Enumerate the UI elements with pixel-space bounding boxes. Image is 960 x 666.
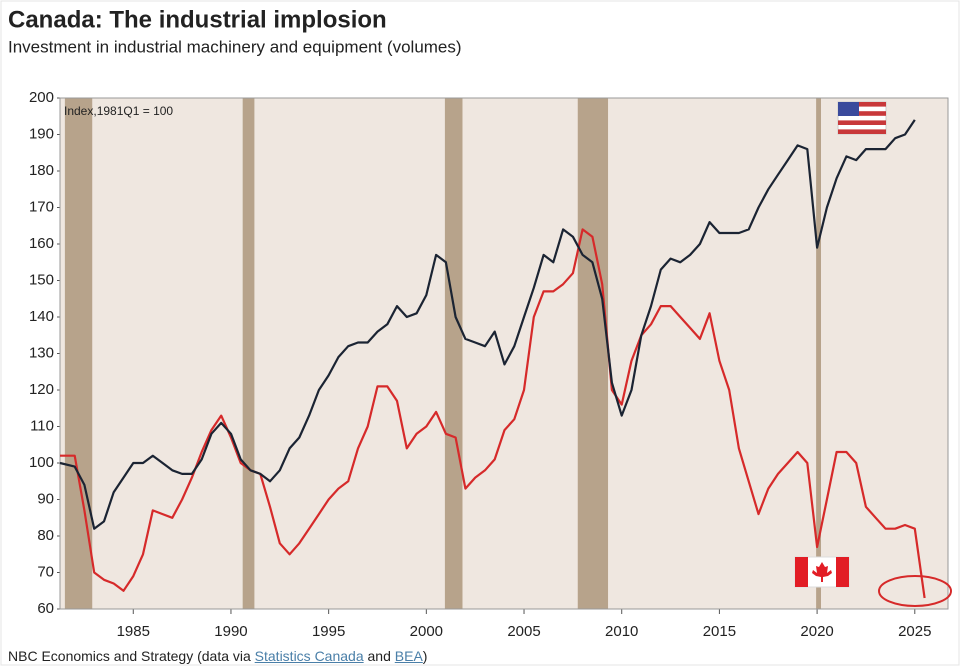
- y-tick-label: 100: [29, 454, 54, 471]
- x-tick-label: 1995: [312, 623, 345, 640]
- chart-subtitle: Investment in industrial machinery and e…: [8, 37, 462, 56]
- x-tick-label: 1985: [117, 623, 150, 640]
- y-tick-label: 170: [29, 198, 54, 215]
- series-line: [60, 228, 926, 599]
- source: NBC Economics and Strategy (data via Sta…: [8, 648, 427, 664]
- source-text: and: [363, 648, 395, 664]
- y-tick-label: 180: [29, 162, 54, 179]
- recession-band: [64, 98, 93, 609]
- y-tick-label: 120: [29, 381, 54, 398]
- source-link[interactable]: Statistics Canada: [254, 648, 364, 664]
- recession-band: [444, 98, 463, 609]
- x-tick-label: 2005: [507, 623, 540, 640]
- us-flag: [837, 101, 887, 135]
- x-tick-label: 2015: [703, 623, 736, 640]
- y-tick-label: 80: [37, 527, 54, 544]
- recession-band: [816, 98, 822, 609]
- plot-background: [60, 98, 948, 609]
- y-tick-label: 160: [29, 235, 54, 252]
- y-tick-label: 90: [37, 490, 54, 507]
- x-tick-label: 2025: [898, 623, 931, 640]
- recession-band: [242, 98, 255, 609]
- annotation: Index,1981Q1 = 100: [64, 104, 173, 118]
- plot-border: [59, 97, 949, 610]
- y-tick-label: 140: [29, 308, 54, 325]
- recession-band: [577, 98, 609, 609]
- x-tick-label: 2020: [800, 623, 833, 640]
- series-line: [59, 119, 916, 530]
- y-tick-label: 70: [37, 563, 54, 580]
- y-tick-label: 150: [29, 271, 54, 288]
- x-tick-label: 2010: [605, 623, 638, 640]
- y-tick-label: 60: [37, 600, 54, 617]
- y-tick-label: 200: [29, 89, 54, 106]
- y-tick-label: 130: [29, 344, 54, 361]
- y-tick-label: 190: [29, 125, 54, 142]
- y-tick-label: 110: [30, 417, 54, 434]
- source-text: NBC Economics and Strategy (data via: [8, 648, 255, 664]
- source-link[interactable]: BEA: [394, 648, 423, 664]
- x-tick-label: 1990: [214, 623, 247, 640]
- source-text: ): [422, 648, 428, 664]
- chart-title: Canada: The industrial implosion: [8, 6, 387, 33]
- plot-area: 60 70 80 90 100 110 120 130 140 150 160 170 180 190 20…: [29, 89, 949, 640]
- canada-flag: [794, 556, 850, 588]
- x-tick-label: 2000: [410, 623, 443, 640]
- highlight-circle: [878, 575, 952, 607]
